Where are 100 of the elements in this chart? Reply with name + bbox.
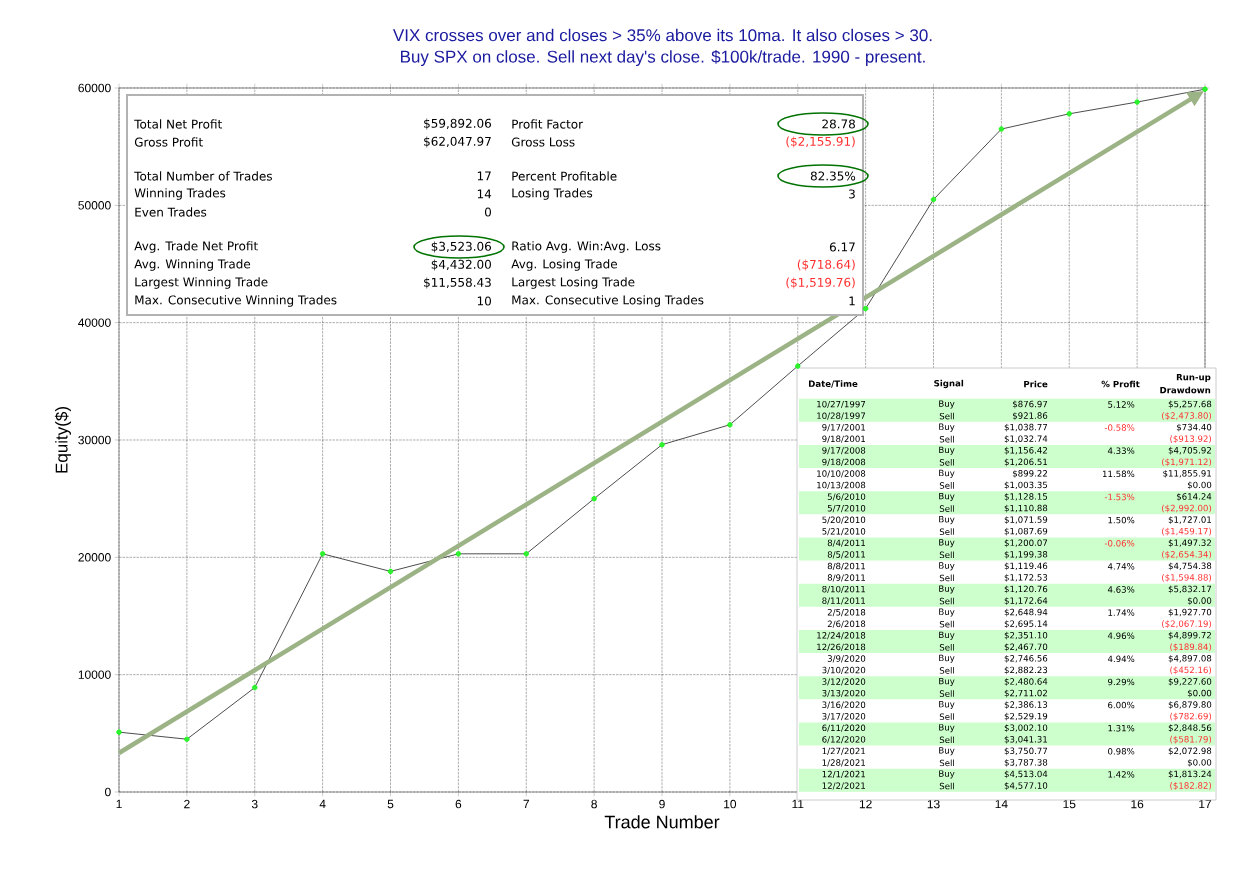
x-tick-label: 1 <box>116 799 122 809</box>
annotation: 9/17/2008 <box>822 447 866 455</box>
annotation: 3/13/2020 <box>822 689 866 698</box>
annotation: $2,467.70 <box>1004 643 1048 652</box>
annotation: $2,648.94 <box>1004 608 1048 617</box>
annotation: ($452.16) <box>1170 666 1212 675</box>
x-tick-label: 14 <box>995 799 1008 809</box>
annotation: $6,879.80 <box>1168 701 1212 709</box>
annotation: 4.33% <box>1107 447 1135 454</box>
annotation: Buy <box>939 400 955 409</box>
annotation: $1,200.07 <box>1004 539 1048 548</box>
annotation: 3/17/2020 <box>822 713 866 721</box>
x-tick-label: 16 <box>1131 799 1144 809</box>
annotation: $62,047.97 <box>424 136 491 148</box>
annotation: $1,120.76 <box>1004 585 1048 594</box>
x-tick-label: 2 <box>184 799 190 809</box>
annotation: ($2,654.34) <box>1162 550 1212 559</box>
annotation: 3/12/2020 <box>822 678 866 686</box>
annotation: 12/2/2021 <box>822 782 865 790</box>
annotation: $5,832.17 <box>1168 585 1212 594</box>
annotation: 6/12/2020 <box>822 736 866 744</box>
annotation: ($913.92) <box>1170 435 1212 444</box>
annotation: ($182.82) <box>1170 782 1212 790</box>
y-tick-label: 0 <box>105 787 111 797</box>
annotation: 1/27/2021 <box>822 747 865 755</box>
x-tick-label: 12 <box>859 799 872 809</box>
annotation: 1/28/2021 <box>822 759 865 767</box>
annotation: 4.74% <box>1107 563 1135 570</box>
annotation: Buy <box>939 469 955 478</box>
annotation: $2,386.13 <box>1004 701 1048 709</box>
x-axis-title: Trade Number <box>604 815 720 829</box>
annotation: $876.97 <box>1012 400 1048 409</box>
annotation: Max. Consecutive Winning Trades <box>135 295 337 307</box>
annotation: $1,497.32 <box>1168 539 1211 548</box>
annotation: Largest Losing Trade <box>512 277 635 289</box>
annotation: ($718.64) <box>797 259 855 271</box>
y-axis-title: Equity($) <box>54 407 71 473</box>
annotation: Avg. Winning Trade <box>134 259 251 271</box>
annotation: 11.58% <box>1102 470 1135 478</box>
annotation: 5/7/2010 <box>827 504 866 513</box>
annotation: ($2,992.00) <box>1162 504 1212 513</box>
x-tick-label: 6 <box>455 799 462 809</box>
annotation: 8/5/2011 <box>827 551 865 559</box>
annotation: 9/17/2001 <box>822 424 865 432</box>
y-tick-label: 60000 <box>78 83 111 93</box>
annotation: Sell <box>939 620 954 628</box>
annotation: 5.12% <box>1108 401 1135 408</box>
annotation: -0.58% <box>1104 424 1135 431</box>
annotation: 5/20/2010 <box>822 516 866 524</box>
annotation: ($2,473.80) <box>1162 412 1212 420</box>
annotation: Sell <box>939 574 954 582</box>
annotation: Buy <box>939 446 955 455</box>
annotation: Sell <box>939 528 954 535</box>
annotation: Total Net Profit <box>134 119 222 129</box>
annotation: Signal <box>934 379 964 389</box>
annotation: $4,432.00 <box>431 259 491 271</box>
annotation: ($782.69) <box>1170 712 1212 721</box>
annotation: 28.78 <box>822 119 855 129</box>
annotation: 2/6/2018 <box>827 620 866 628</box>
annotation: $1,038.77 <box>1004 423 1048 432</box>
annotation: 6/11/2020 <box>822 724 866 732</box>
annotation: Sell <box>939 435 954 443</box>
annotation: 82.35% <box>810 171 856 181</box>
annotation: $3,523.06 <box>431 241 492 253</box>
annotation: $2,529.19 <box>1004 712 1048 721</box>
annotation: Sell <box>939 597 954 605</box>
annotation: 12/26/2018 <box>817 643 866 651</box>
annotation: $734.40 <box>1176 423 1212 432</box>
x-tick-label: 9 <box>659 799 665 809</box>
annotation: 3 <box>849 189 855 199</box>
annotation: -0.06% <box>1104 539 1135 547</box>
y-tick-label: 20000 <box>78 553 111 562</box>
annotation: $1,199.38 <box>1004 550 1048 559</box>
annotation: Sell <box>939 667 954 674</box>
annotation: $0.00 <box>1187 597 1212 605</box>
annotation: $4,899.72 <box>1168 631 1211 640</box>
annotation: Buy <box>939 654 955 663</box>
annotation: $4,513.04 <box>1004 770 1048 779</box>
annotation: $0.00 <box>1187 689 1212 698</box>
x-tick-label: 5 <box>387 799 394 809</box>
annotation: $2,882.23 <box>1004 666 1048 675</box>
annotation: Losing Trades <box>512 188 593 200</box>
annotation: $614.24 <box>1176 493 1212 501</box>
annotation: Sell <box>939 505 954 512</box>
annotation: 8/4/2011 <box>827 539 865 547</box>
annotation: Buy <box>939 724 955 733</box>
annotation: 10/27/1997 <box>817 400 866 409</box>
y-tick-label: 10000 <box>78 670 111 679</box>
annotation: $899.22 <box>1012 469 1047 478</box>
annotation: 5/6/2010 <box>827 493 866 501</box>
annotation: 6.00% <box>1108 701 1135 709</box>
annotation: $1,727.01 <box>1168 516 1211 525</box>
annotation: Sell <box>939 412 954 420</box>
annotation: $1,156.42 <box>1004 446 1047 455</box>
annotation: $2,351.10 <box>1004 631 1048 640</box>
annotation: Percent Profitable <box>512 171 617 181</box>
annotation: Buy <box>939 492 955 502</box>
annotation: Total Number of Trades <box>134 171 272 181</box>
annotation: Buy <box>939 562 955 571</box>
annotation: 14 <box>477 189 492 199</box>
